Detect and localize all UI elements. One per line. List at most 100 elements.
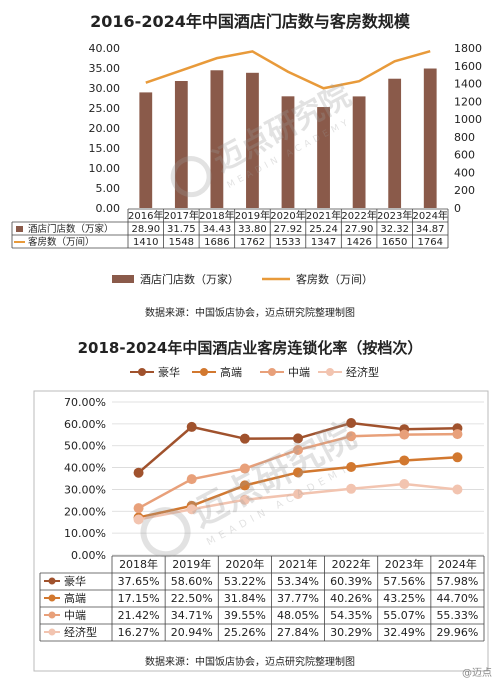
series-point bbox=[239, 480, 250, 491]
category-label: 2020年 bbox=[225, 557, 264, 571]
chart2-lines bbox=[133, 418, 463, 525]
data-label: 21.42% bbox=[118, 609, 160, 622]
series-point bbox=[399, 478, 410, 489]
category-label: 2021年 bbox=[306, 209, 341, 222]
series-point bbox=[133, 467, 144, 478]
legend-label: 客房数（万间） bbox=[296, 272, 373, 286]
series-point bbox=[452, 452, 463, 463]
y-tick-label: 40.00% bbox=[64, 462, 106, 475]
category-label: 2021年 bbox=[279, 557, 318, 571]
watermark-logo-icon bbox=[140, 507, 191, 558]
watermark-1: 迈点研究院 MEADIN ACADEMY bbox=[170, 78, 357, 198]
series-point bbox=[133, 503, 144, 514]
legend-label: 经济型 bbox=[346, 365, 379, 379]
data-label: 60.39% bbox=[330, 575, 372, 588]
legend-swatch bbox=[112, 275, 134, 283]
left-tick-label: 35.00 bbox=[89, 62, 121, 75]
series-point bbox=[186, 504, 197, 515]
chart2-frame bbox=[33, 390, 489, 672]
watermark-logo-icon bbox=[170, 156, 212, 198]
bar bbox=[317, 107, 330, 208]
left-tick-label: 10.00 bbox=[89, 162, 121, 175]
data-label: 20.94% bbox=[171, 626, 213, 639]
right-tick-label: 1400 bbox=[454, 78, 482, 91]
data-label: 1347 bbox=[311, 237, 336, 248]
bar bbox=[210, 70, 224, 208]
data-label: 28.90 bbox=[131, 224, 160, 235]
table-key-swatch bbox=[48, 594, 56, 602]
chart2-gridlines: 0.00% 10.00% 20.00% 30.00% 40.00% 50.00% 60.00… bbox=[64, 396, 484, 562]
data-label: 55.07% bbox=[383, 609, 425, 622]
table-key-swatch bbox=[48, 628, 56, 636]
legend-swatch bbox=[268, 368, 276, 376]
series-point bbox=[239, 433, 250, 444]
y-tick-label: 20.00% bbox=[64, 505, 106, 518]
chart1-line bbox=[145, 49, 431, 90]
legend-label: 中端 bbox=[288, 366, 310, 379]
category-label: 2024年 bbox=[412, 209, 447, 222]
chart1-left-axis-ticks: 0.00 5.00 10.00 15.00 20.00 25.00 30.00 35.00 40… bbox=[89, 42, 121, 215]
data-label: 34.71% bbox=[171, 609, 213, 622]
left-tick-label: 20.00 bbox=[89, 122, 121, 135]
data-label: 44.70% bbox=[436, 592, 478, 605]
category-label: 2016年 bbox=[128, 209, 163, 222]
data-label: 31.75 bbox=[167, 224, 196, 235]
y-tick-label: 70.00% bbox=[64, 396, 106, 409]
data-label: 40.26% bbox=[330, 592, 372, 605]
bar bbox=[423, 68, 437, 209]
data-label: 27.90 bbox=[345, 224, 374, 235]
right-tick-label: 1800 bbox=[454, 42, 482, 55]
chart1-source: 数据来源：中国饭店协会，迈点研究院整理制图 bbox=[145, 306, 355, 319]
category-label: 2023年 bbox=[385, 557, 424, 571]
bar bbox=[281, 96, 295, 208]
data-label: 55.33% bbox=[436, 609, 478, 622]
table-series-name: 经济型 bbox=[64, 625, 97, 639]
data-label: 25.24 bbox=[309, 224, 338, 235]
bar bbox=[139, 92, 153, 208]
category-label: 2024年 bbox=[438, 557, 477, 571]
right-tick-label: 1200 bbox=[454, 95, 482, 108]
data-label: 37.77% bbox=[277, 592, 319, 605]
right-tick-label: 600 bbox=[454, 149, 475, 162]
legend-label: 酒店门店数（万家） bbox=[140, 272, 239, 286]
data-label: 58.60% bbox=[171, 575, 213, 588]
category-label: 2019年 bbox=[172, 557, 211, 571]
y-tick-label: 60.00% bbox=[64, 418, 106, 431]
watermark-2: 迈点研究院 MEADIN ACADEMY bbox=[140, 415, 363, 558]
data-label: 53.34% bbox=[277, 575, 319, 588]
chart2-source: 数据来源：中国饭店协会，迈点研究院整理制图 bbox=[145, 655, 355, 668]
data-label: 43.25% bbox=[383, 592, 425, 605]
y-tick-label: 0.00% bbox=[71, 549, 106, 562]
legend-label: 豪华 bbox=[158, 365, 180, 379]
data-label: 32.49% bbox=[383, 626, 425, 639]
chart1-data-table: 2016年 2017年 2018年 2019年 2020年 2021年 2022年 2023年… bbox=[11, 208, 449, 249]
chart2-title: 2018-2024年中国酒店业客房连锁化率（按档次） bbox=[78, 339, 423, 357]
data-label: 16.27% bbox=[118, 626, 160, 639]
chart1-right-axis-ticks: 0 200 400 600 800 1000 1200 1400 1600 1800 bbox=[454, 42, 482, 215]
data-label: 1426 bbox=[346, 237, 371, 248]
series-point bbox=[452, 484, 463, 495]
category-label: 2022年 bbox=[341, 209, 376, 222]
table-series-name: 中端 bbox=[64, 609, 86, 622]
series-point bbox=[239, 494, 250, 505]
data-label: 37.65% bbox=[118, 575, 160, 588]
chart2-legend: 豪华 高端 中端 经济型 bbox=[130, 365, 379, 379]
data-label: 22.50% bbox=[171, 592, 213, 605]
right-tick-label: 1000 bbox=[454, 113, 482, 126]
legend-swatch bbox=[138, 368, 146, 376]
data-label: 32.32 bbox=[380, 224, 409, 235]
series-point bbox=[186, 421, 197, 432]
data-label: 34.87 bbox=[416, 224, 445, 235]
legend-label: 高端 bbox=[220, 365, 242, 379]
data-label: 1548 bbox=[169, 237, 194, 248]
category-label: 2020年 bbox=[270, 209, 305, 222]
left-tick-label: 40.00 bbox=[89, 42, 121, 55]
series-point bbox=[133, 514, 144, 525]
data-label: 57.56% bbox=[383, 575, 425, 588]
right-tick-label: 400 bbox=[454, 166, 475, 179]
data-label: 54.35% bbox=[330, 609, 372, 622]
category-label: 2018年 bbox=[199, 209, 234, 222]
y-tick-label: 10.00% bbox=[64, 527, 106, 540]
data-label: 27.92 bbox=[274, 224, 303, 235]
